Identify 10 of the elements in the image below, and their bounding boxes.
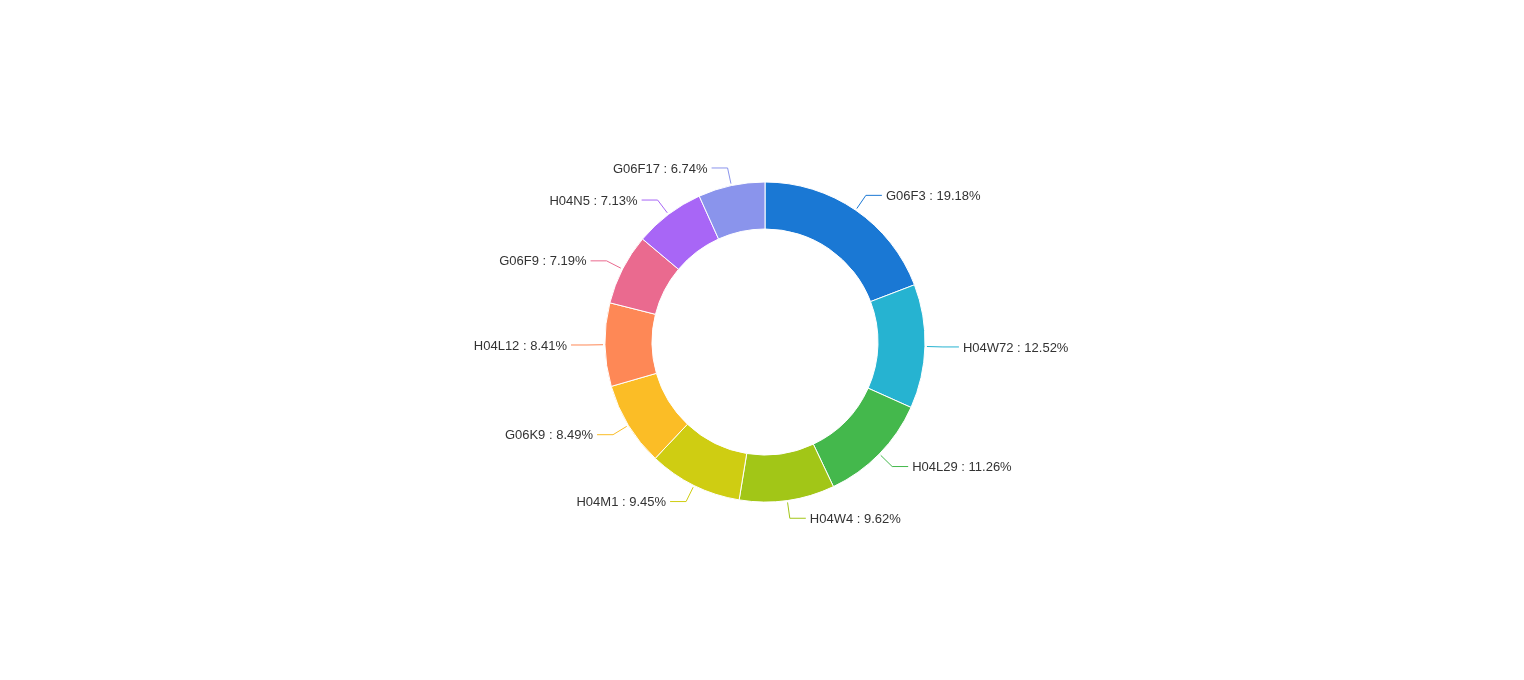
slice-label: H04L29 : 11.26% <box>912 459 1013 475</box>
slice-label: H04M1 : 9.45% <box>576 494 667 510</box>
slice-label: H04L12 : 8.41% <box>473 337 568 353</box>
slice-label: H04N5 : 7.13% <box>549 192 639 208</box>
slice-label: H04W72 : 12.52% <box>962 339 1069 355</box>
slice-label: G06K9 : 8.49% <box>504 427 594 443</box>
slice-label: H04W4 : 9.62% <box>809 510 902 526</box>
slice-label: G06F3 : 19.18% <box>885 187 981 203</box>
slice-label: G06F17 : 6.74% <box>612 160 709 176</box>
slice-label: G06F9 : 7.19% <box>499 253 587 269</box>
